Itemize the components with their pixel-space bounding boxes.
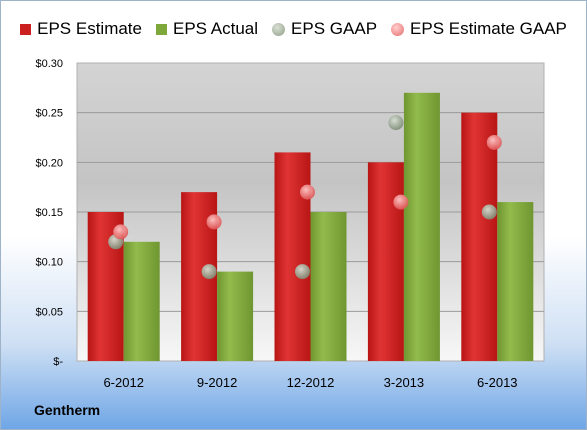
- y-tick-label: $0.15: [35, 207, 63, 219]
- point-eps-gaap-12-2012: [295, 264, 310, 280]
- point-eps-estimate-gaap-6-2012: [113, 224, 129, 240]
- point-eps-estimate-gaap-6-2013: [486, 134, 502, 150]
- legend-item-eps-estimate-gaap: EPS Estimate GAAP: [391, 19, 567, 39]
- x-tick-label: 9-2012: [197, 375, 237, 390]
- point-eps-estimate-gaap-12-2012: [300, 184, 315, 200]
- legend-label-eps-actual: EPS Actual: [172, 19, 259, 38]
- y-tick-label: $0.25: [35, 108, 63, 120]
- bar-eps-estimate-6-2013: [461, 112, 498, 362]
- legend-label-eps-estimate-gaap: EPS Estimate GAAP: [410, 19, 567, 38]
- point-eps-estimate-gaap-3-2013: [393, 194, 409, 210]
- bar-eps-actual-3-2013: [403, 92, 440, 362]
- bar-eps-actual-12-2012: [310, 212, 347, 361]
- point-eps-gaap-3-2013: [388, 115, 404, 131]
- y-tick-label: $0.30: [35, 58, 63, 70]
- company-label: Gentherm: [34, 402, 101, 418]
- bar-eps-actual-9-2012: [217, 271, 254, 361]
- bar-eps-actual-6-2013: [497, 202, 534, 361]
- legend-item-eps-gaap: EPS GAAP: [272, 19, 377, 39]
- legend-label-eps-gaap: EPS GAAP: [291, 19, 378, 38]
- y-tick-label: $0.05: [35, 306, 63, 318]
- legend-item-eps-actual: EPS Actual: [155, 19, 259, 39]
- x-tick-label: 3-2013: [384, 375, 424, 390]
- y-tick-label: $-: [53, 356, 63, 368]
- y-tick-label: $0.20: [35, 157, 63, 169]
- x-tick-label: 12-2012: [287, 375, 335, 390]
- point-eps-gaap-6-2013: [481, 204, 497, 220]
- bar-eps-estimate-3-2013: [367, 162, 404, 361]
- x-tick-label: 6-2012: [103, 375, 143, 390]
- x-tick-label: 6-2013: [477, 375, 517, 390]
- bar-eps-estimate-12-2012: [274, 152, 311, 361]
- legend-label-eps-estimate: EPS Estimate: [37, 19, 142, 38]
- legend-swatch-eps-gaap: [272, 22, 286, 36]
- legend-item-eps-estimate: EPS Estimate: [20, 19, 142, 39]
- legend-swatch-eps-estimate-gaap: [391, 22, 405, 36]
- point-eps-estimate-gaap-9-2012: [206, 214, 222, 230]
- point-eps-gaap-9-2012: [201, 264, 217, 280]
- y-tick-label: $0.10: [35, 257, 63, 269]
- legend: EPS Estimate EPS Actual EPS GAAP EPS Est…: [1, 15, 586, 43]
- bar-eps-actual-6-2012: [123, 241, 160, 361]
- legend-swatch-eps-estimate: [20, 23, 32, 35]
- legend-swatch-eps-actual: [155, 23, 167, 35]
